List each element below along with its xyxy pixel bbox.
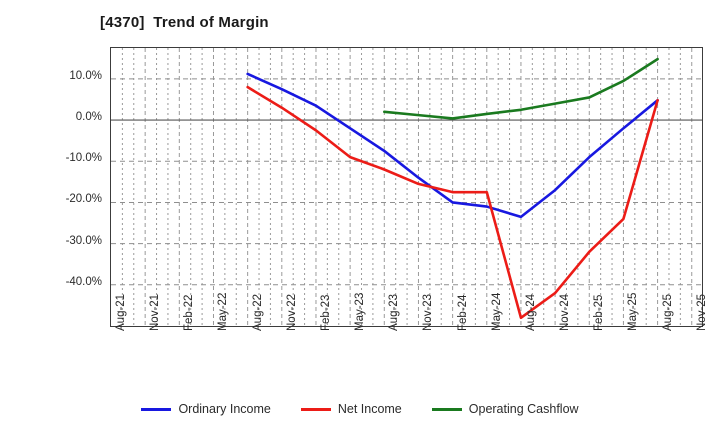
x-axis-tick-label: Nov-21 — [149, 293, 162, 331]
legend-color-swatch — [431, 407, 462, 411]
series-line — [382, 57, 659, 120]
x-axis-tick-label: May-23 — [354, 292, 367, 331]
x-axis-tick-label: May-25 — [627, 292, 640, 331]
legend-label: Operating Cashflow — [468, 402, 579, 416]
x-axis-tick-label: Feb-23 — [319, 294, 332, 331]
chart-title: [4370] Trend of Margin — [100, 14, 269, 31]
legend-label: Ordinary Income — [178, 402, 271, 416]
legend-color-swatch — [300, 407, 331, 411]
x-axis-tick-label: Aug-23 — [388, 293, 401, 331]
x-axis-tick-label: Nov-22 — [285, 293, 298, 331]
legend-label: Net Income — [337, 402, 402, 416]
legend-item[interactable]: Net Income — [300, 402, 402, 416]
x-axis-tick-label: Aug-22 — [251, 293, 264, 331]
series-line — [246, 85, 659, 320]
x-axis-tick-label: Nov-25 — [695, 293, 708, 331]
x-axis-tick-label: Aug-24 — [524, 293, 537, 331]
plot-area — [110, 47, 703, 327]
series-lines — [246, 57, 659, 320]
x-axis-tick-label: Feb-22 — [183, 294, 196, 331]
legend-color-swatch — [141, 407, 172, 411]
x-axis-tick-label: May-22 — [217, 292, 230, 331]
y-axis-tick-label: 10.0% — [69, 69, 102, 82]
y-axis-tick-label: -20.0% — [65, 193, 102, 206]
x-axis-tick-label: Nov-23 — [422, 293, 435, 331]
y-axis-tick-label: -30.0% — [65, 234, 102, 247]
x-axis-tick-label: Aug-21 — [115, 293, 127, 331]
x-axis-tick-label: May-24 — [490, 292, 503, 331]
gridlines — [111, 48, 702, 326]
series-line — [246, 72, 659, 219]
x-axis-tick-label: Nov-24 — [559, 293, 572, 331]
legend-item[interactable]: Operating Cashflow — [431, 402, 579, 416]
y-axis-tick-label: -10.0% — [65, 152, 102, 165]
legend-item[interactable]: Ordinary Income — [141, 402, 271, 416]
x-axis-tick-label: Aug-25 — [661, 293, 674, 331]
x-axis-tick-label: Feb-24 — [456, 294, 469, 331]
x-axis-tick-label: Feb-25 — [593, 294, 606, 331]
y-axis-tick-label: 0.0% — [75, 111, 102, 124]
y-axis-tick-label: -40.0% — [65, 275, 102, 288]
chart-legend: Ordinary Income Net Income Operating Cashf… — [0, 402, 720, 416]
